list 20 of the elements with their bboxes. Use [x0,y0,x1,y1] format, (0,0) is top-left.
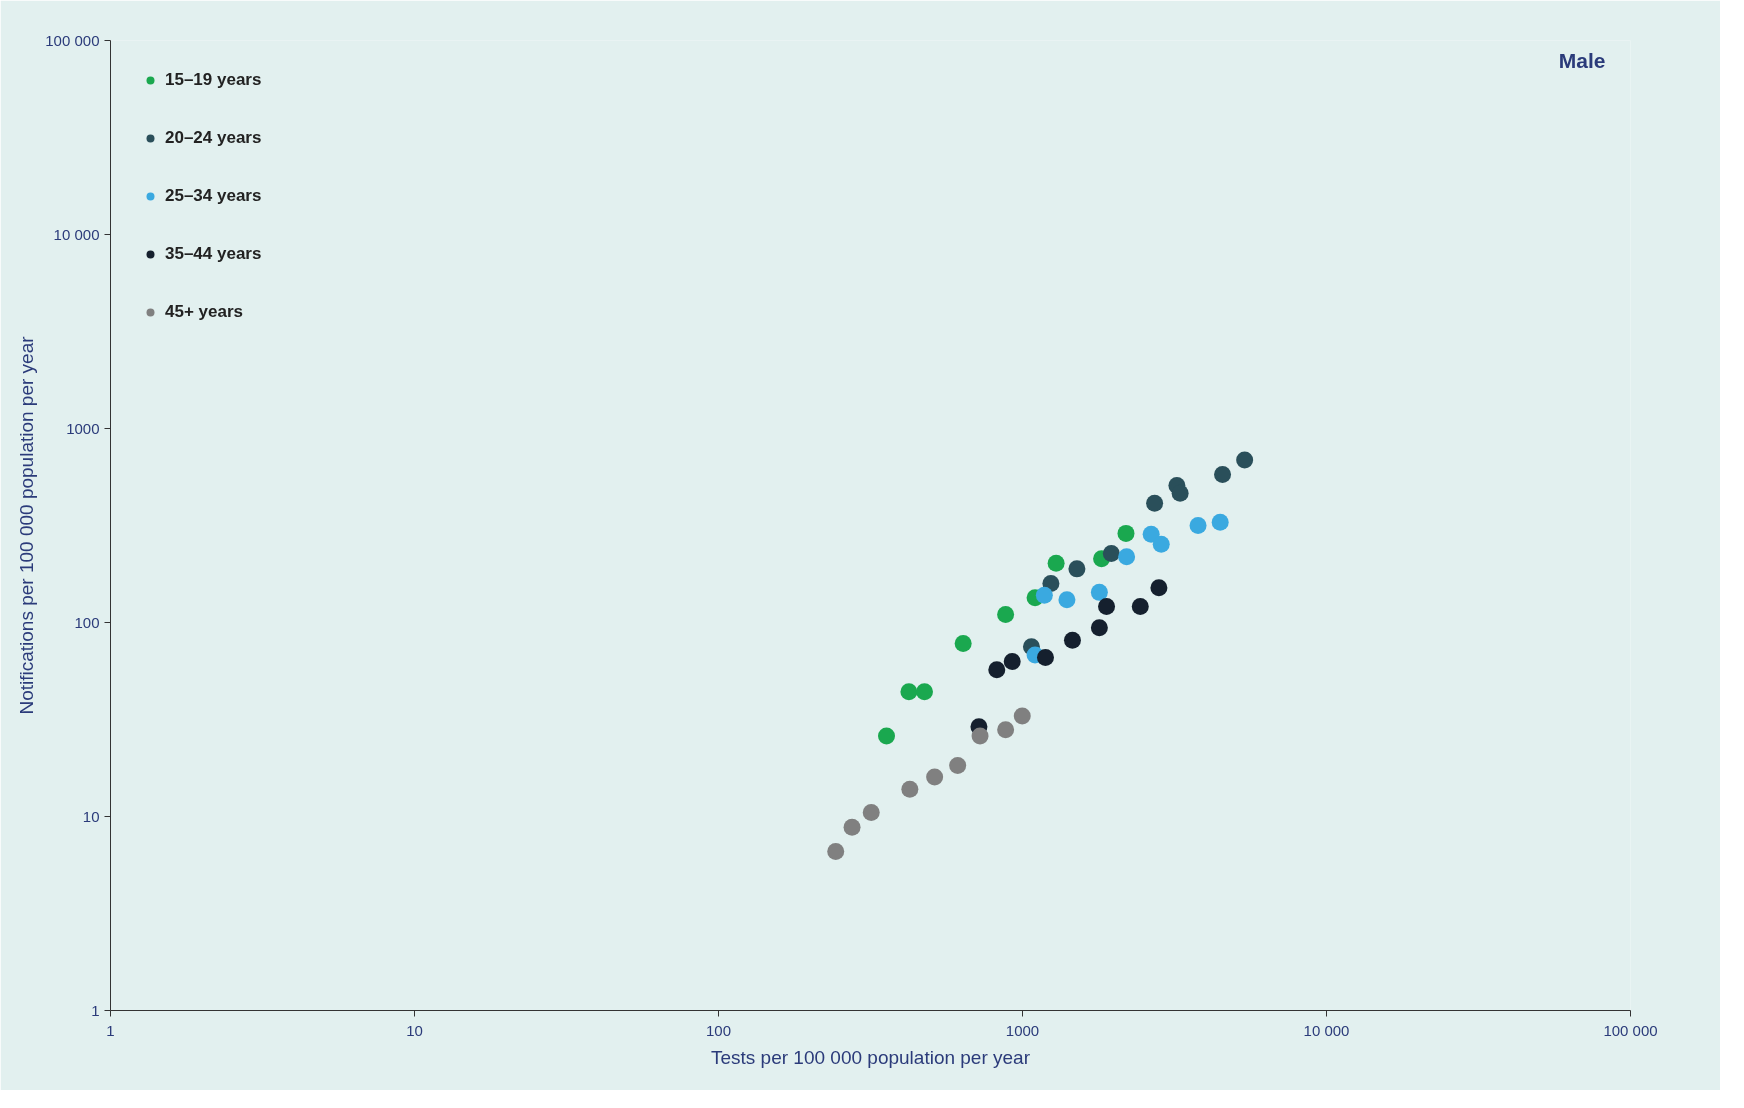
y-axis-title: Notifications per 100 000 population per year [16,335,38,715]
y-tick-label: 100 000 [45,32,100,49]
legend-label: 15–19 years [165,70,262,90]
y-tick-label: 100 [74,614,100,631]
x-tick-label: 1 [106,1021,115,1039]
y-tick-label: 10 000 [53,226,100,243]
legend-label: 25–34 years [165,186,262,206]
legend-label: 45+ years [165,302,243,322]
x-tick-label: 1000 [1005,1021,1040,1039]
x-tick-label: 10 000 [1303,1021,1350,1039]
x-tick-label: 100 [705,1021,732,1039]
y-tick-label: 1000 [66,420,100,437]
x-axis-title: Tests per 100 000 population per year [711,1046,1031,1068]
annotation: Male [1558,49,1606,72]
legend-label: 35–44 years [165,244,262,264]
x-tick-label: 10 [406,1021,423,1039]
y-tick-label: 10 [82,808,100,825]
legend-label: 20–24 years [165,128,262,148]
y-tick-label: 1 [91,1002,100,1019]
x-tick-label: 100 000 [1603,1021,1658,1039]
